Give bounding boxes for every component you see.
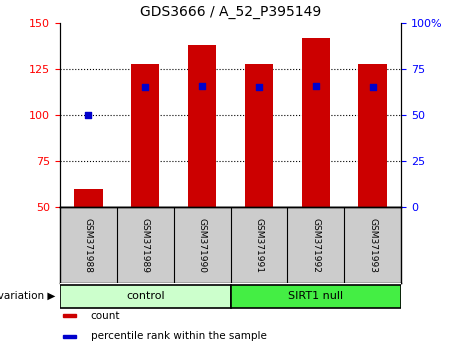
Text: count: count <box>91 311 120 321</box>
Text: GSM371988: GSM371988 <box>84 218 93 273</box>
Bar <box>74 189 102 207</box>
Bar <box>63 314 77 317</box>
Text: GSM371992: GSM371992 <box>311 218 320 273</box>
Bar <box>358 63 387 207</box>
Title: GDS3666 / A_52_P395149: GDS3666 / A_52_P395149 <box>140 5 321 19</box>
Bar <box>245 63 273 207</box>
Bar <box>301 38 330 207</box>
Point <box>312 83 319 88</box>
Bar <box>131 63 160 207</box>
Bar <box>60 285 230 308</box>
Text: GSM371989: GSM371989 <box>141 218 150 273</box>
Text: genotype/variation ▶: genotype/variation ▶ <box>0 291 55 302</box>
Point <box>198 83 206 88</box>
Text: GSM371991: GSM371991 <box>254 218 263 273</box>
Text: percentile rank within the sample: percentile rank within the sample <box>91 331 266 341</box>
Text: GSM371993: GSM371993 <box>368 218 377 273</box>
Point <box>255 85 263 90</box>
Point <box>85 112 92 118</box>
Bar <box>230 285 401 308</box>
Text: control: control <box>126 291 165 302</box>
Text: GSM371990: GSM371990 <box>198 218 207 273</box>
Point <box>369 85 376 90</box>
Bar <box>188 45 216 207</box>
Text: SIRT1 null: SIRT1 null <box>288 291 343 302</box>
Bar <box>63 335 77 338</box>
Point <box>142 85 149 90</box>
